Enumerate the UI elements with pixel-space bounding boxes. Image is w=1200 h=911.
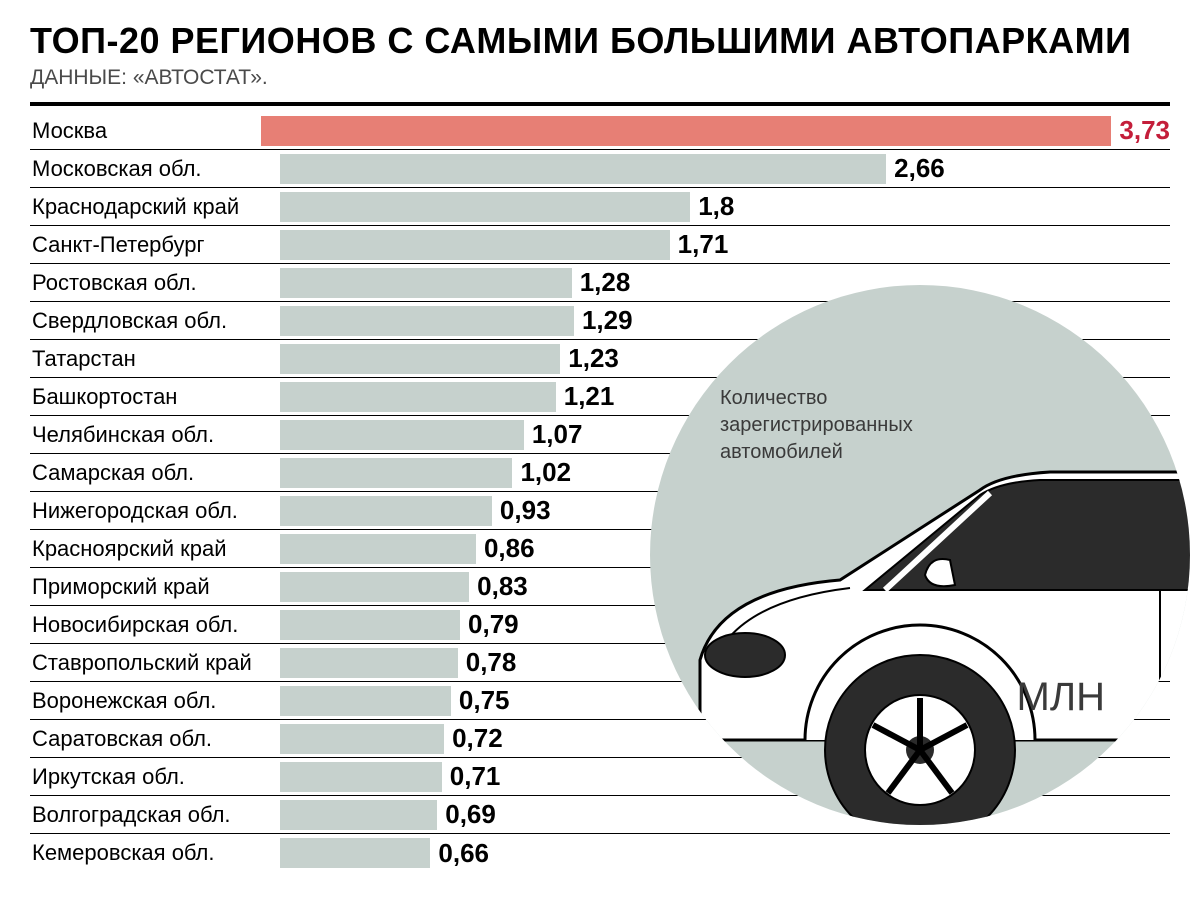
row-label: Иркутская обл. <box>30 764 280 790</box>
row-value: 0,75 <box>459 685 510 716</box>
unit-label: МЛН <box>1017 675 1105 720</box>
row-value: 0,66 <box>438 838 489 869</box>
row-label: Приморский край <box>30 574 280 600</box>
chart-subtitle: ДАННЫЕ: «АВТОСТАТ». <box>30 66 1170 90</box>
bar-cell: 0,66 <box>280 834 1170 872</box>
row-label: Москва <box>30 118 261 144</box>
bar <box>280 838 430 868</box>
bar <box>280 268 572 298</box>
bar <box>280 192 690 222</box>
row-value: 0,69 <box>445 799 496 830</box>
row-label: Ставропольский край <box>30 650 280 676</box>
bar <box>280 572 469 602</box>
bar-cell: 1,71 <box>280 226 1170 263</box>
bar-cell: 3,73 <box>261 112 1170 149</box>
chart-title: ТОП-20 РЕГИОНОВ С САМЫМИ БОЛЬШИМИ АВТОПА… <box>30 20 1170 62</box>
chart-row: Москва 3,73 <box>30 112 1170 150</box>
row-label: Новосибирская обл. <box>30 612 280 638</box>
bar <box>280 154 886 184</box>
row-value: 1,71 <box>678 229 729 260</box>
bar <box>280 648 458 678</box>
row-label: Кемеровская обл. <box>30 840 280 866</box>
bar <box>280 762 442 792</box>
row-value: 0,71 <box>450 761 501 792</box>
row-value: 0,72 <box>452 723 503 754</box>
row-label: Нижегородская обл. <box>30 498 280 524</box>
row-value: 1,23 <box>568 343 619 374</box>
row-label: Красноярский край <box>30 536 280 562</box>
row-value: 0,79 <box>468 609 519 640</box>
row-value: 1,28 <box>580 267 631 298</box>
chart-row: Кемеровская обл. 0,66 <box>30 834 1170 872</box>
car-illustration: Количество зарегистрированных автомобиле… <box>650 285 1190 825</box>
bar <box>280 610 460 640</box>
bar <box>280 800 437 830</box>
row-value: 1,29 <box>582 305 633 336</box>
bar-cell: 1,8 <box>280 188 1170 225</box>
bar <box>280 496 492 526</box>
row-label: Челябинская обл. <box>30 422 280 448</box>
row-value: 1,8 <box>698 191 734 222</box>
row-value: 0,93 <box>500 495 551 526</box>
row-label: Башкортостан <box>30 384 280 410</box>
chart-row: Московская обл. 2,66 <box>30 150 1170 188</box>
row-label: Санкт-Петербург <box>30 232 280 258</box>
bar <box>280 382 556 412</box>
row-label: Самарская обл. <box>30 460 280 486</box>
row-label: Татарстан <box>30 346 280 372</box>
row-value: 1,07 <box>532 419 583 450</box>
chart-row: Краснодарский край 1,8 <box>30 188 1170 226</box>
bar <box>280 534 476 564</box>
row-value: 0,83 <box>477 571 528 602</box>
row-value: 0,86 <box>484 533 535 564</box>
row-label: Свердловская обл. <box>30 308 280 334</box>
car-icon <box>690 460 1190 825</box>
row-value: 2,66 <box>894 153 945 184</box>
row-label: Воронежская обл. <box>30 688 280 714</box>
chart-row: Санкт-Петербург 1,71 <box>30 226 1170 264</box>
caption-line: Количество <box>720 385 913 412</box>
row-value: 1,02 <box>520 457 571 488</box>
bar <box>280 230 670 260</box>
caption-line: зарегистрированных <box>720 412 913 439</box>
row-value: 3,73 <box>1119 115 1170 146</box>
divider <box>30 102 1170 106</box>
bar <box>261 116 1111 146</box>
row-value: 1,21 <box>564 381 615 412</box>
bar <box>280 724 444 754</box>
bar <box>280 344 560 374</box>
row-label: Московская обл. <box>30 156 280 182</box>
row-label: Краснодарский край <box>30 194 280 220</box>
row-label: Саратовская обл. <box>30 726 280 752</box>
bar <box>280 686 451 716</box>
illustration-caption: Количество зарегистрированных автомобиле… <box>720 385 913 466</box>
bar <box>280 306 574 336</box>
row-value: 0,78 <box>466 647 517 678</box>
bar-cell: 2,66 <box>280 150 1170 187</box>
row-label: Волгоградская обл. <box>30 802 280 828</box>
bar <box>280 420 524 450</box>
bar <box>280 458 512 488</box>
row-label: Ростовская обл. <box>30 270 280 296</box>
